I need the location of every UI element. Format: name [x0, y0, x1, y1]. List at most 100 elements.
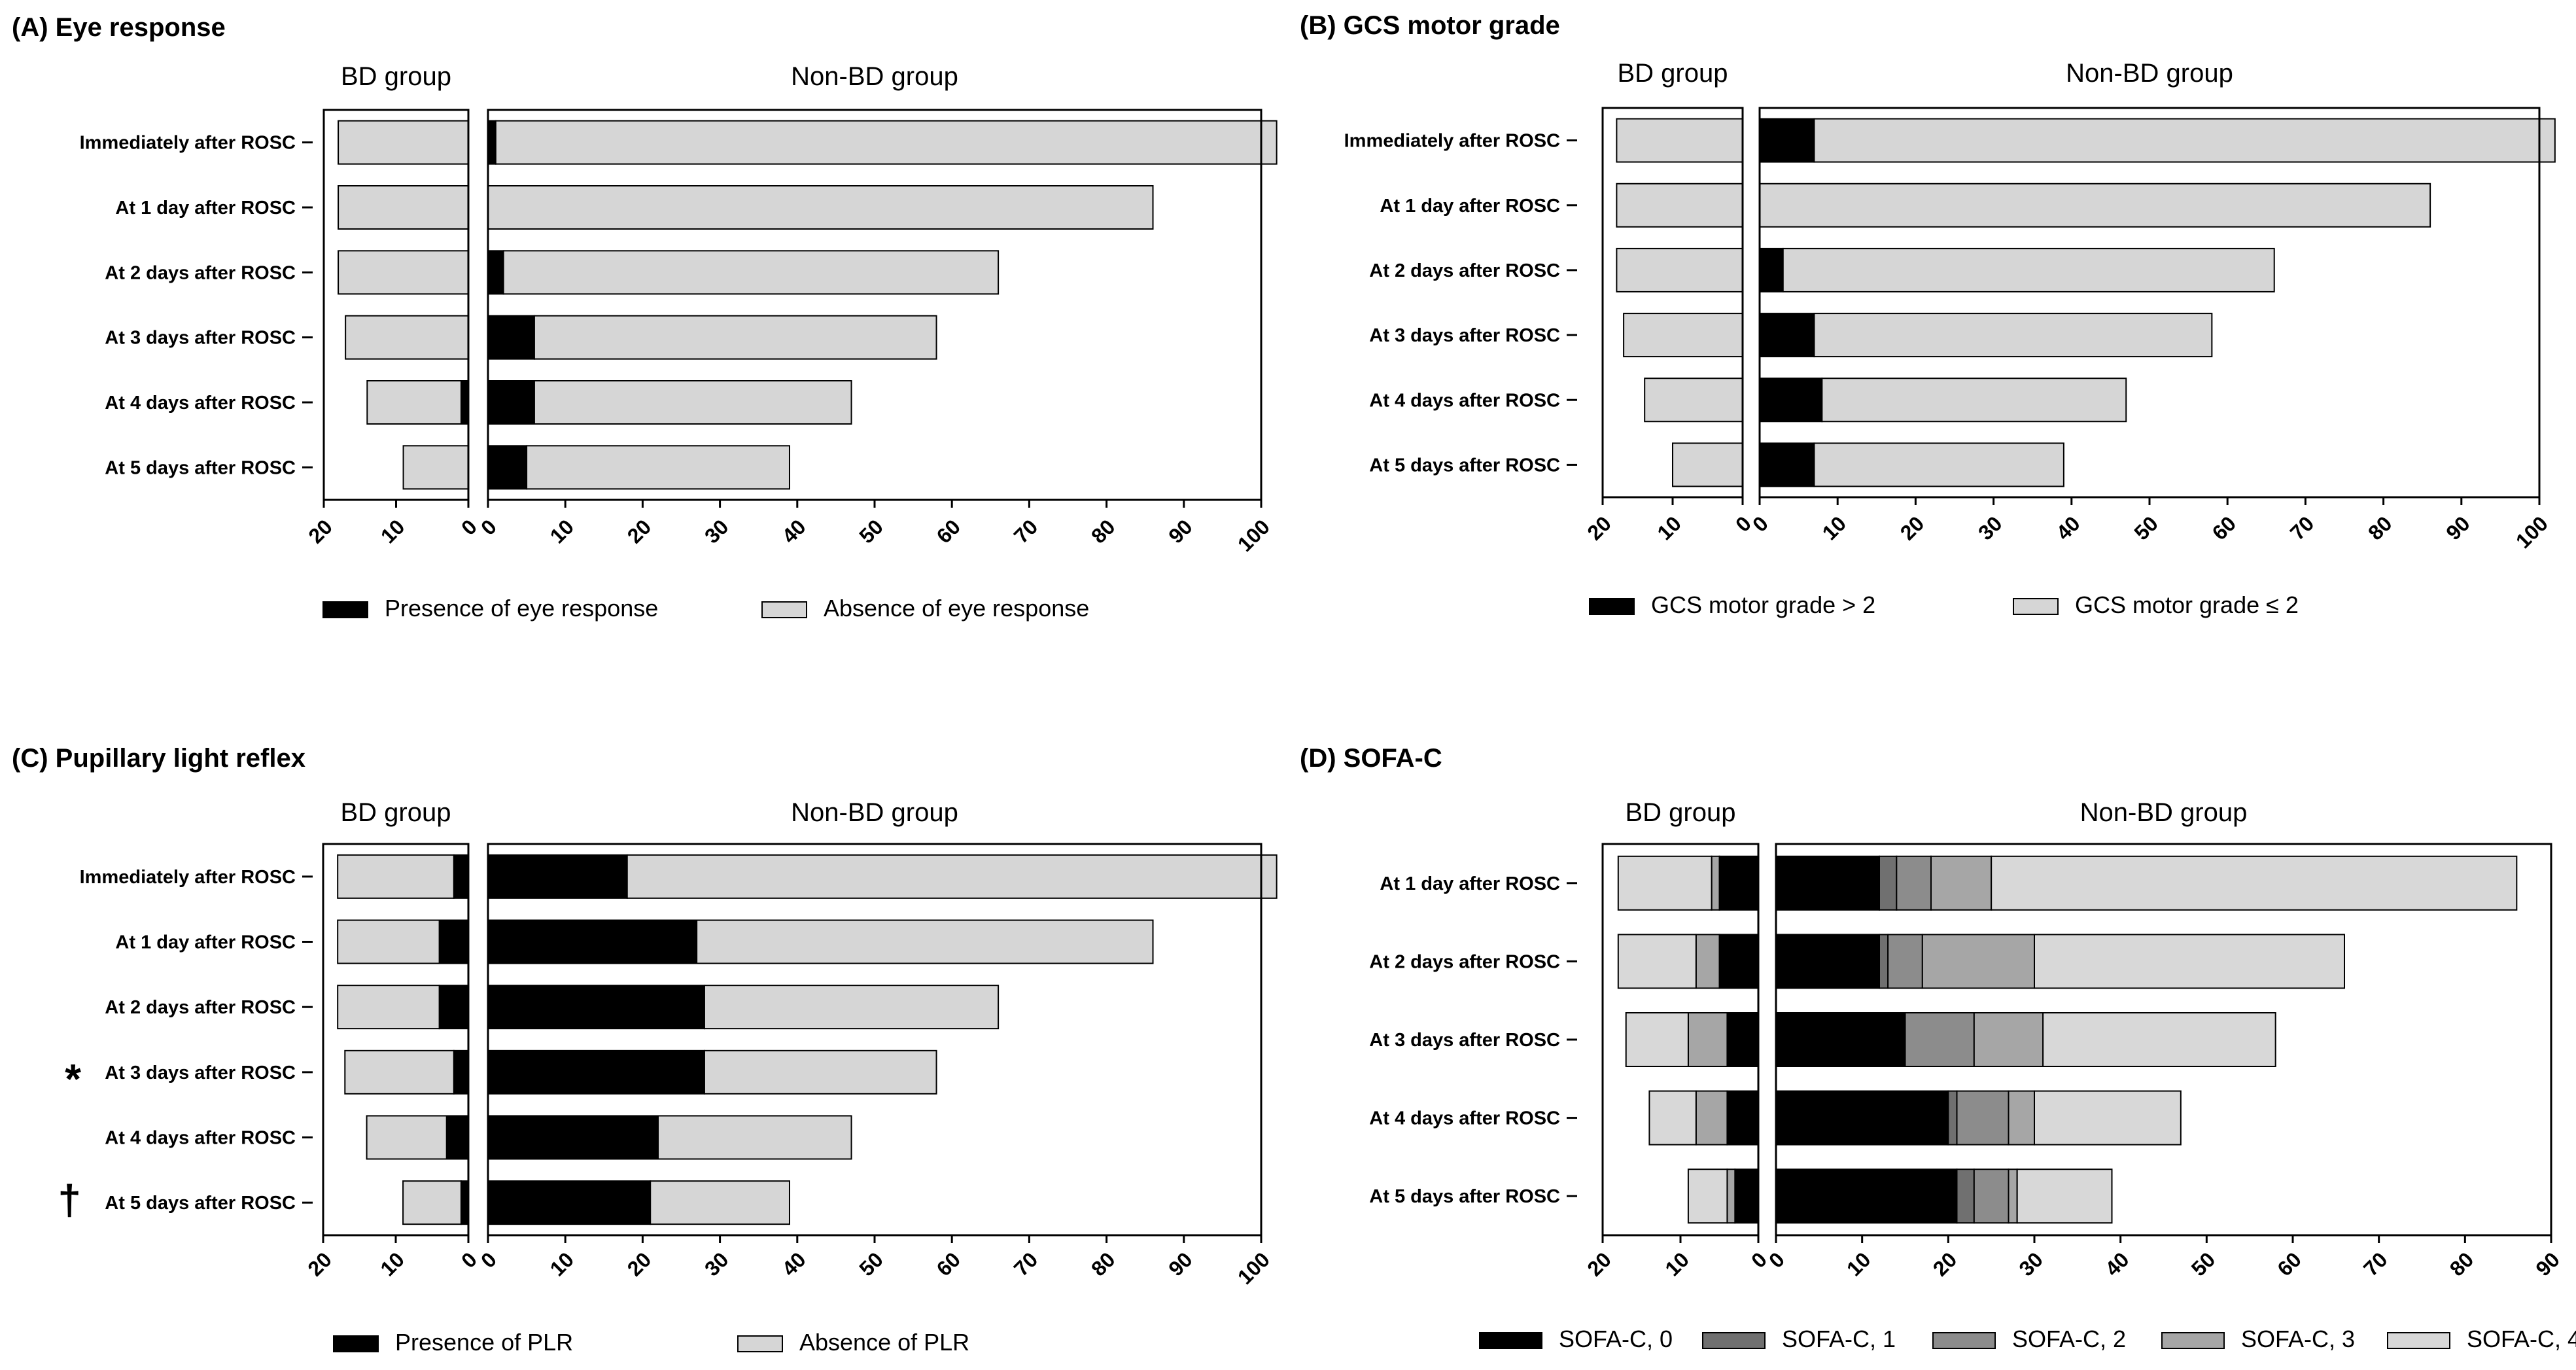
bar-non-bd-segment — [1896, 855, 1932, 911]
panel-title: (B) GCS motor grade — [1300, 11, 1560, 40]
panel-3: (C) Pupillary light reflex BD group Non-BD… — [12, 744, 1278, 1356]
x-tick-label: 20 — [1928, 1248, 1962, 1281]
bar-bd-segment — [1711, 855, 1720, 911]
bar-bd-segment — [338, 250, 469, 295]
x-tick-label: 10 — [1842, 1248, 1875, 1281]
row-label: Immediately after ROSC — [1344, 131, 1560, 152]
row-label: At 1 day after ROSC — [1380, 196, 1560, 217]
x-tick-label: 90 — [2531, 1248, 2564, 1281]
x-tick-label: 100 — [1233, 515, 1274, 556]
bar-bd-segment — [345, 315, 470, 360]
row-label: At 2 days after ROSC — [105, 997, 296, 1018]
bar-non-bd-segment — [1904, 1012, 1975, 1067]
bar-non-bd-segment — [1775, 934, 1880, 989]
bar-non-bd-segment — [487, 380, 535, 425]
row-label: At 3 days after ROSC — [105, 328, 296, 349]
significance-marker: * — [65, 1055, 81, 1102]
bar-non-bd-segment — [502, 250, 1000, 295]
x-tick-label: 20 — [304, 515, 337, 548]
bd-plot-frame — [1601, 107, 1744, 499]
bar-non-bd-segment — [703, 985, 1000, 1030]
legend-swatch — [1702, 1332, 1766, 1349]
x-tick-label: 20 — [1582, 512, 1616, 545]
row-label: At 3 days after ROSC — [1369, 325, 1560, 346]
bar-bd-segment — [1617, 934, 1697, 989]
x-tick-label: 0 — [476, 515, 501, 540]
bar-non-bd-segment — [1879, 855, 1898, 911]
x-tick-label: 70 — [1009, 515, 1043, 548]
bar-non-bd-segment — [2016, 1168, 2113, 1224]
non-bd-plot-frame — [487, 843, 1262, 1237]
row-label: At 4 days after ROSC — [105, 1128, 296, 1149]
bar-bd-segment — [445, 1115, 470, 1160]
x-tick-label: 0 — [457, 515, 481, 540]
bar-non-bd-segment — [696, 919, 1154, 964]
bar-bd-segment — [1617, 855, 1713, 911]
legend-swatch — [737, 1335, 783, 1352]
legend-swatch — [761, 601, 807, 618]
bar-non-bd-segment — [1991, 855, 2518, 911]
bar-bd-segment — [453, 854, 469, 899]
bar-non-bd-segment — [2034, 1090, 2182, 1146]
bar-non-bd-segment — [487, 985, 705, 1030]
bar-non-bd-segment — [487, 315, 535, 360]
bar-bd-segment — [338, 120, 469, 165]
bar-bd-segment — [1726, 1090, 1759, 1146]
bar-non-bd-segment — [487, 120, 496, 165]
bar-bd-segment — [460, 380, 470, 425]
non-bd-group-label: Non-BD group — [2080, 798, 2248, 827]
bar-non-bd-segment — [1973, 1012, 2044, 1067]
bar-non-bd-segment — [1821, 378, 2127, 423]
legend-swatch — [333, 1335, 379, 1352]
x-tick-label: 10 — [1818, 512, 1851, 545]
x-tick-label: 50 — [854, 515, 888, 548]
row-label: At 5 days after ROSC — [105, 1193, 296, 1214]
bar-non-bd-segment — [1930, 855, 1993, 911]
bd-plot-frame — [322, 109, 470, 501]
bar-non-bd-segment — [1759, 247, 1784, 292]
bar-bd-segment — [1718, 855, 1759, 911]
bar-bd-segment — [438, 919, 469, 964]
bar-bd-segment — [337, 985, 440, 1030]
x-tick-label: 40 — [777, 515, 810, 548]
x-tick-label: 50 — [854, 1248, 888, 1281]
bar-bd-segment — [402, 445, 469, 490]
x-tick-label: 10 — [1660, 1248, 1694, 1281]
bar-non-bd-segment — [626, 854, 1278, 899]
bar-non-bd-segment — [487, 1180, 652, 1225]
row-label: At 4 days after ROSC — [1369, 1108, 1560, 1129]
x-tick-label: 0 — [457, 1248, 481, 1273]
x-tick-label: 100 — [2511, 512, 2552, 553]
x-tick-label: 80 — [2363, 512, 2397, 545]
x-tick-label: 0 — [1748, 512, 1773, 536]
bar-non-bd-segment — [1956, 1090, 2010, 1146]
x-tick-label: 10 — [1652, 512, 1686, 545]
legend-label: Absence of PLR — [799, 1329, 969, 1356]
x-tick-label: 30 — [2014, 1248, 2047, 1281]
x-tick-label: 0 — [1764, 1248, 1789, 1273]
bar-bd-segment — [453, 1049, 469, 1095]
bar-non-bd-segment — [1887, 934, 1923, 989]
x-tick-label: 70 — [2359, 1248, 2392, 1281]
row-label: At 4 days after ROSC — [1369, 390, 1560, 411]
legend-label: Presence of PLR — [395, 1329, 573, 1356]
bar-bd-segment — [338, 185, 469, 230]
x-tick-label: 30 — [700, 515, 733, 548]
bar-non-bd-segment — [1775, 1012, 1906, 1067]
bar-bd-segment — [1672, 442, 1743, 487]
bar-non-bd-segment — [526, 445, 790, 490]
x-tick-label: 40 — [2051, 512, 2085, 545]
panel-4: (D) SOFA-C BD group Non-BD group At 1 day a… — [1300, 744, 2576, 1352]
row-label: At 1 day after ROSC — [115, 932, 296, 953]
panel-title: (C) Pupillary light reflex — [12, 744, 305, 773]
bar-non-bd-segment — [1775, 855, 1880, 911]
legend-swatch — [1589, 598, 1635, 615]
legend-label: Presence of eye response — [385, 595, 658, 622]
row-label: At 4 days after ROSC — [105, 393, 296, 413]
bar-non-bd-segment — [1813, 442, 2064, 487]
bar-non-bd-segment — [1759, 313, 1815, 358]
bar-non-bd-segment — [487, 854, 628, 899]
non-bd-group-label: Non-BD group — [2066, 59, 2233, 88]
bar-bd-segment — [1687, 1168, 1728, 1224]
